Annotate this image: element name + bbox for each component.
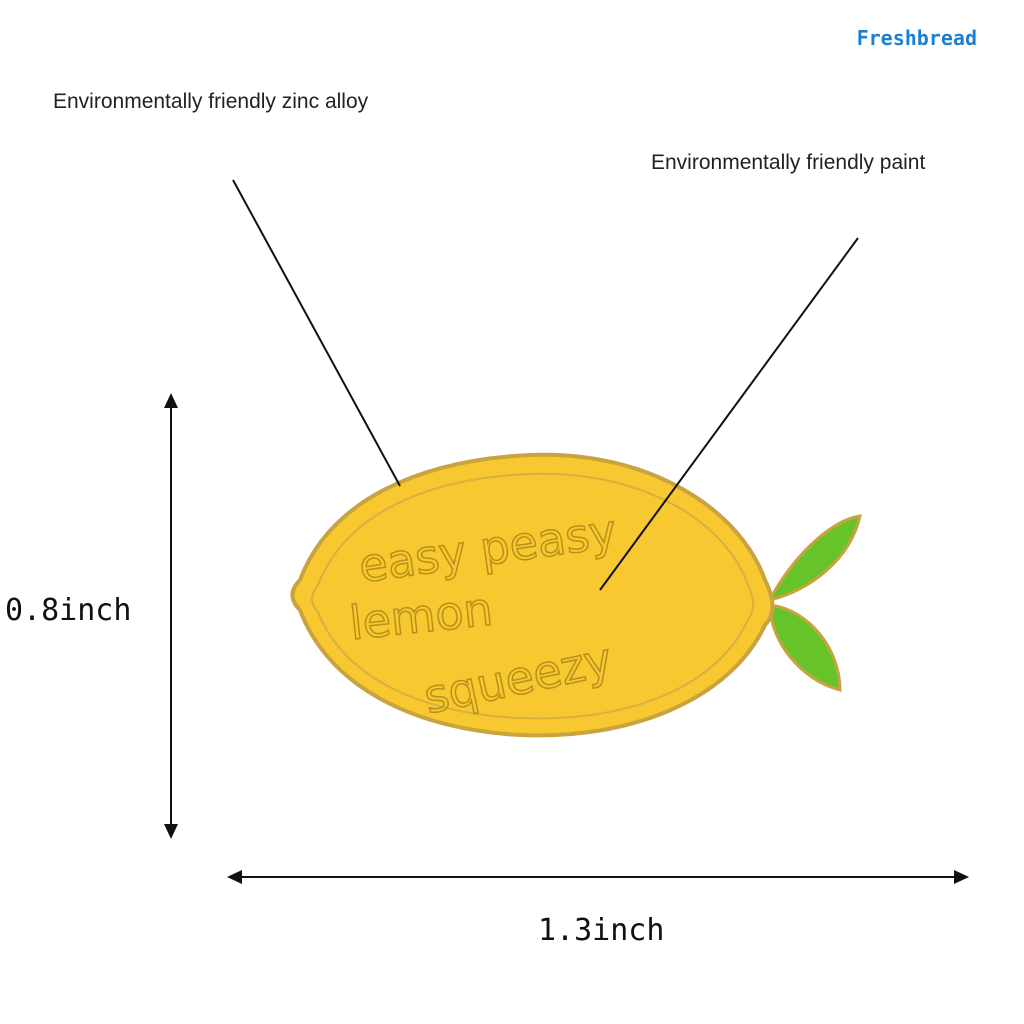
pointer-line — [232, 179, 401, 487]
pointer-line — [599, 237, 859, 591]
paint-label: Environmentally friendly paint — [651, 151, 925, 174]
height-label: 0.8inch — [5, 593, 131, 628]
leaf — [768, 603, 842, 692]
brand: Freshbread — [857, 26, 977, 50]
material-label: Environmentally friendly zinc alloy — [53, 90, 369, 113]
leaf — [767, 514, 862, 603]
width-label: 1.3inch — [538, 913, 664, 948]
lemon — [290, 452, 775, 738]
lemon-rim — [311, 472, 755, 720]
